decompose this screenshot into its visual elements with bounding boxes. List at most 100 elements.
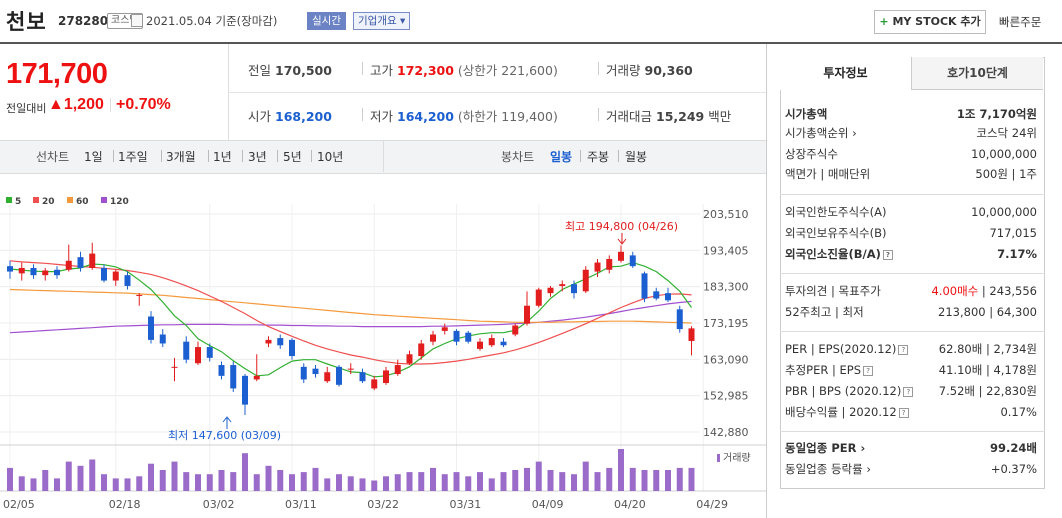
par-value-row: 액면가 | 매매단위 500원 | 1주 xyxy=(785,167,1037,181)
candle-monthly[interactable]: 월봉 xyxy=(625,150,648,164)
volume-bar xyxy=(453,472,460,491)
sector-per-row[interactable]: 동일업종 PER › 99.24배 xyxy=(785,441,1037,455)
right-column-divider xyxy=(766,44,767,518)
volume-bar xyxy=(124,478,131,491)
volume-bar xyxy=(383,476,389,491)
period-5y[interactable]: 5년 xyxy=(283,150,302,164)
realtime-button[interactable]: 실시간 xyxy=(307,12,346,30)
y-tick-label: 183,300 xyxy=(703,281,749,294)
info-icon[interactable]: ? xyxy=(863,365,874,376)
period-3m[interactable]: 3개월 xyxy=(166,150,196,164)
volume-bar xyxy=(559,472,566,491)
market-cap-row: 시가총액 1조 7,170억원 xyxy=(785,107,1037,121)
candle-body xyxy=(629,255,636,267)
volume-bar xyxy=(289,474,295,491)
legend-swatch-20 xyxy=(33,197,39,203)
volume-bar xyxy=(524,467,530,491)
candle-body xyxy=(101,267,107,281)
candle-body xyxy=(594,262,601,272)
tab-invest-info[interactable]: 투자정보 xyxy=(780,57,912,90)
period-divider xyxy=(383,141,384,172)
volume-bar xyxy=(394,474,401,491)
candle-body xyxy=(606,258,613,270)
legend-swatch-120 xyxy=(101,197,107,203)
add-mystock-button[interactable]: + MY STOCK 추가 xyxy=(874,10,986,34)
high-price: 고가 172,300 (상한가 221,600) xyxy=(370,63,558,78)
section-divider xyxy=(780,331,1045,332)
candle-body xyxy=(641,273,648,299)
candle-body xyxy=(618,251,624,261)
info-icon[interactable]: ? xyxy=(898,344,909,355)
candle-body xyxy=(582,269,589,292)
foreign-ratio-row: 외국인소진율(B/A)? 7.17% xyxy=(785,247,1037,261)
info-icon[interactable]: ? xyxy=(903,386,914,397)
candle-body xyxy=(159,334,166,344)
company-info-button[interactable]: 기업개요 ▾ xyxy=(353,12,411,30)
volume-bar xyxy=(148,463,154,491)
candle-body xyxy=(336,366,342,385)
foreign-limit-row: 외국인한도주식수(A) 10,000,000 xyxy=(785,205,1037,219)
x-tick-label: 03/22 xyxy=(367,498,399,511)
candle-body xyxy=(312,368,319,375)
volume-bar xyxy=(218,470,225,491)
high-annotation-label: 최고 194,800 (04/26) xyxy=(565,220,678,233)
candle-body xyxy=(289,339,295,357)
x-tick-label: 03/11 xyxy=(285,498,317,511)
info-icon[interactable]: ? xyxy=(898,407,909,418)
quote-date: 2021.05.04 기준(장마감) xyxy=(146,14,278,28)
tab-orderbook[interactable]: 호가10단계 xyxy=(912,57,1043,90)
volume-bar xyxy=(277,470,284,491)
stock-code: 278280 xyxy=(58,14,109,28)
candle-body xyxy=(230,365,237,389)
candlesticks xyxy=(7,242,695,416)
prev-close: 전일 170,500 xyxy=(248,63,332,78)
stock-name: 천보 xyxy=(6,10,47,34)
quick-order-link[interactable]: 빠른주문 xyxy=(999,15,1042,29)
period-1w[interactable]: 1주일 xyxy=(118,150,148,164)
open-price: 시가 168,200 xyxy=(248,109,332,124)
candle-body xyxy=(277,338,284,346)
y-tick-label: 152,985 xyxy=(703,390,749,403)
candle-body xyxy=(535,289,542,306)
sector-change-row[interactable]: 동일업종 등락률 › +0.37% xyxy=(785,462,1037,476)
candle-weekly[interactable]: 주봉 xyxy=(587,150,610,164)
x-tick-label: 04/29 xyxy=(696,498,728,511)
volume-bar xyxy=(571,474,577,491)
volume-bars xyxy=(7,449,695,491)
plus-icon: + xyxy=(879,15,889,28)
change-percent: +0.70% xyxy=(116,96,171,113)
candle-body xyxy=(500,341,507,346)
est-per-row: 추정PER | EPS? 41.10배 | 4,178원 xyxy=(785,363,1037,377)
period-1y[interactable]: 1년 xyxy=(213,150,232,164)
low-annotation-label: 최저 147,600 (03/09) xyxy=(168,429,281,442)
candle-body xyxy=(42,270,49,276)
candle-daily[interactable]: 일봉 xyxy=(550,150,573,164)
info-icon[interactable]: ? xyxy=(882,249,893,260)
volume-bar xyxy=(430,467,436,491)
volume-bar xyxy=(676,467,683,491)
volume-bar xyxy=(195,474,201,491)
candle-body xyxy=(465,332,472,342)
period-10y[interactable]: 10년 xyxy=(317,150,344,164)
volume-bar xyxy=(253,474,260,491)
volume-bar xyxy=(336,474,342,491)
volume-bar xyxy=(594,472,601,491)
volume-bar xyxy=(665,470,671,491)
period-3y[interactable]: 3년 xyxy=(248,150,267,164)
market-cap-rank-row[interactable]: 시가총액순위 › 코스닥 24위 xyxy=(785,126,1037,140)
candle-body xyxy=(359,372,366,382)
stat-sep xyxy=(362,108,363,121)
volume-bar xyxy=(488,478,495,491)
ma60-line xyxy=(9,288,692,324)
candle-body xyxy=(18,267,25,274)
volume-bar xyxy=(441,474,448,491)
x-tick-label: 04/20 xyxy=(614,498,646,511)
legend-swatch-5 xyxy=(6,197,12,203)
current-price: 171,700 xyxy=(6,58,108,90)
period-1d[interactable]: 1일 xyxy=(84,150,103,164)
change-value: ▲1,200 xyxy=(48,96,104,113)
stock-chart[interactable]: 5 20 60 120 203,510 193,405 183,300 173,195… xyxy=(0,172,766,518)
candle-body xyxy=(77,257,84,268)
candle-body xyxy=(665,293,671,301)
add-mystock-label: MY STOCK 추가 xyxy=(892,15,981,28)
